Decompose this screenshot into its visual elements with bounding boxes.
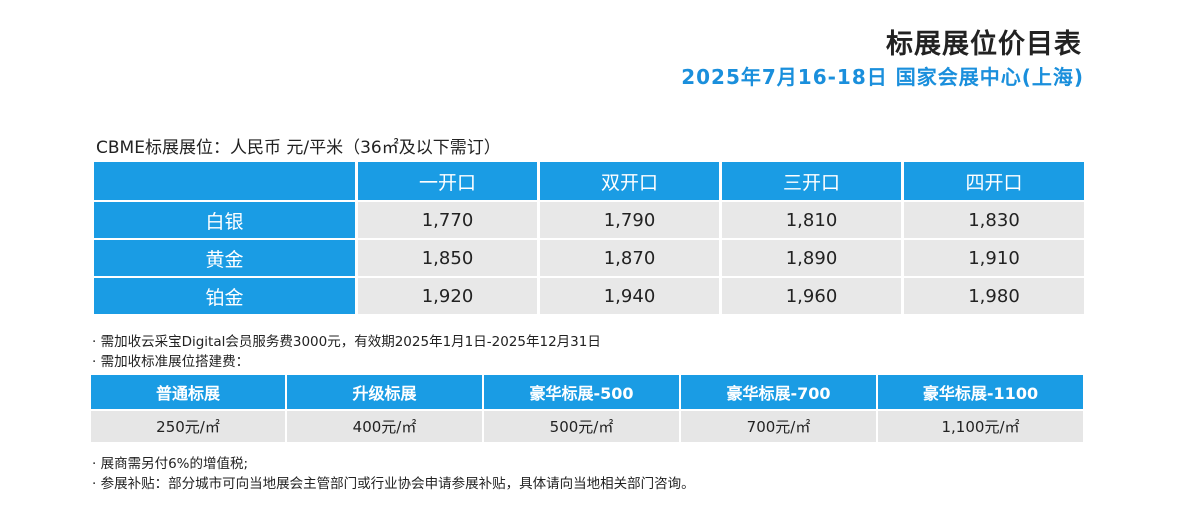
- table-header-corner: [94, 162, 358, 202]
- price-cell: 1,830: [904, 202, 1084, 240]
- note-build-fee: · 需加收标准展位搭建费：: [92, 354, 250, 370]
- build-price-cell: 500元/㎡: [484, 409, 681, 442]
- booth-price-caption: CBME标展展位：人民币 元/平米（36㎡及以下需订）: [96, 138, 501, 158]
- note-membership-fee: · 需加收云采宝Digital会员服务费3000元，有效期2025年1月1日-2…: [92, 334, 601, 350]
- row-label-silver: 白银: [94, 202, 358, 240]
- build-price-cell: 700元/㎡: [681, 409, 878, 442]
- price-cell: 1,920: [358, 278, 540, 316]
- build-header-deluxe-1100: 豪华标展-1100: [878, 375, 1083, 409]
- price-cell: 1,770: [358, 202, 540, 240]
- table-header-four-sides-open: 四开口: [904, 162, 1084, 202]
- table-row: 250元/㎡ 400元/㎡ 500元/㎡ 700元/㎡ 1,100元/㎡: [91, 409, 1083, 442]
- booth-table-header-row: 一开口 双开口 三开口 四开口: [94, 162, 1084, 202]
- build-table-header-row: 普通标展 升级标展 豪华标展-500 豪华标展-700 豪华标展-1100: [91, 375, 1083, 409]
- build-header-deluxe-500: 豪华标展-500: [484, 375, 681, 409]
- build-header-deluxe-700: 豪华标展-700: [681, 375, 878, 409]
- table-row: 黄金 1,850 1,870 1,890 1,910: [94, 240, 1084, 278]
- price-cell: 1,940: [540, 278, 722, 316]
- price-cell: 1,850: [358, 240, 540, 278]
- booth-price-table: 一开口 双开口 三开口 四开口 白银 1,770 1,790 1,810 1,8…: [94, 162, 1084, 316]
- price-cell: 1,870: [540, 240, 722, 278]
- table-header-two-sides-open: 双开口: [540, 162, 722, 202]
- price-cell: 1,910: [904, 240, 1084, 278]
- table-header-one-side-open: 一开口: [358, 162, 540, 202]
- event-date-venue: 2025年7月16-18日 国家会展中心(上海): [681, 65, 1084, 89]
- table-row: 白银 1,770 1,790 1,810 1,830: [94, 202, 1084, 240]
- build-price-cell: 1,100元/㎡: [878, 409, 1083, 442]
- page-title: 标展展位价目表: [886, 29, 1082, 60]
- build-fee-table: 普通标展 升级标展 豪华标展-500 豪华标展-700 豪华标展-1100 25…: [91, 375, 1083, 442]
- price-cell: 1,810: [722, 202, 904, 240]
- price-cell: 1,890: [722, 240, 904, 278]
- table-row: 铂金 1,920 1,940 1,960 1,980: [94, 278, 1084, 316]
- build-price-cell: 400元/㎡: [287, 409, 484, 442]
- row-label-platinum: 铂金: [94, 278, 358, 316]
- note-vat: · 展商需另付6%的增值税;: [92, 456, 249, 472]
- note-subsidy: · 参展补贴：部分城市可向当地展会主管部门或行业协会申请参展补贴，具体请向当地相…: [92, 476, 695, 492]
- price-cell: 1,960: [722, 278, 904, 316]
- build-price-cell: 250元/㎡: [91, 409, 287, 442]
- price-cell: 1,980: [904, 278, 1084, 316]
- price-cell: 1,790: [540, 202, 722, 240]
- build-header-standard: 普通标展: [91, 375, 287, 409]
- row-label-gold: 黄金: [94, 240, 358, 278]
- build-header-upgraded: 升级标展: [287, 375, 484, 409]
- table-header-three-sides-open: 三开口: [722, 162, 904, 202]
